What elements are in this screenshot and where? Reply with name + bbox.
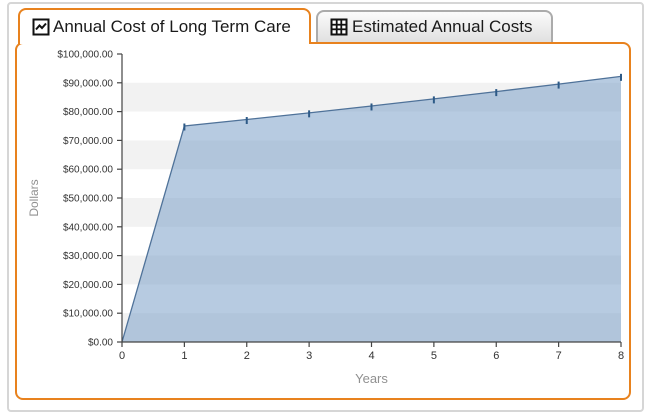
tab-label-annual-cost: Annual Cost of Long Term Care xyxy=(53,17,291,36)
x-tick-label: 6 xyxy=(493,350,499,362)
x-tick-label: 1 xyxy=(181,350,187,362)
y-tick-label: $50,000.00 xyxy=(63,194,113,205)
y-tick-label: $60,000.00 xyxy=(63,165,113,176)
x-tick-label: 4 xyxy=(368,350,374,362)
y-tick-label: $100,000.00 xyxy=(57,50,113,61)
y-tick-label: $40,000.00 xyxy=(63,222,113,233)
y-tick-label: $90,000.00 xyxy=(63,78,113,89)
y-tick-label: $10,000.00 xyxy=(63,309,113,320)
y-tick-label: $80,000.00 xyxy=(63,107,113,118)
x-tick-label: 0 xyxy=(119,350,125,362)
x-axis-title: Years xyxy=(355,371,388,386)
y-tick-label: $70,000.00 xyxy=(63,136,113,147)
x-tick-label: 8 xyxy=(618,350,624,362)
area-chart: $100,000.00 $90,000.00 $80,000.00 $70,000.0… xyxy=(27,50,624,387)
tab-estimated-annual-costs[interactable]: Estimated Annual Costs xyxy=(316,10,553,42)
chart-panel: $100,000.00 $90,000.00 $80,000.00 $70,000.0… xyxy=(15,42,631,400)
tab-annual-cost-of-long-term-care[interactable]: Annual Cost of Long Term Care xyxy=(18,8,311,44)
y-tick-label: $20,000.00 xyxy=(63,280,113,291)
x-tick-label: 5 xyxy=(431,350,437,362)
y-axis-title: Dollars xyxy=(27,179,41,216)
y-tick-label: $30,000.00 xyxy=(63,251,113,262)
x-tick-label: 3 xyxy=(306,350,312,362)
x-tick-label: 2 xyxy=(244,350,250,362)
x-tick-label: 7 xyxy=(556,350,562,362)
line-chart-icon xyxy=(32,18,50,36)
tab-label-estimated-costs: Estimated Annual Costs xyxy=(352,17,533,36)
area-series-fill xyxy=(122,76,621,342)
table-icon xyxy=(330,18,348,36)
y-tick-label: $0.00 xyxy=(88,338,113,349)
